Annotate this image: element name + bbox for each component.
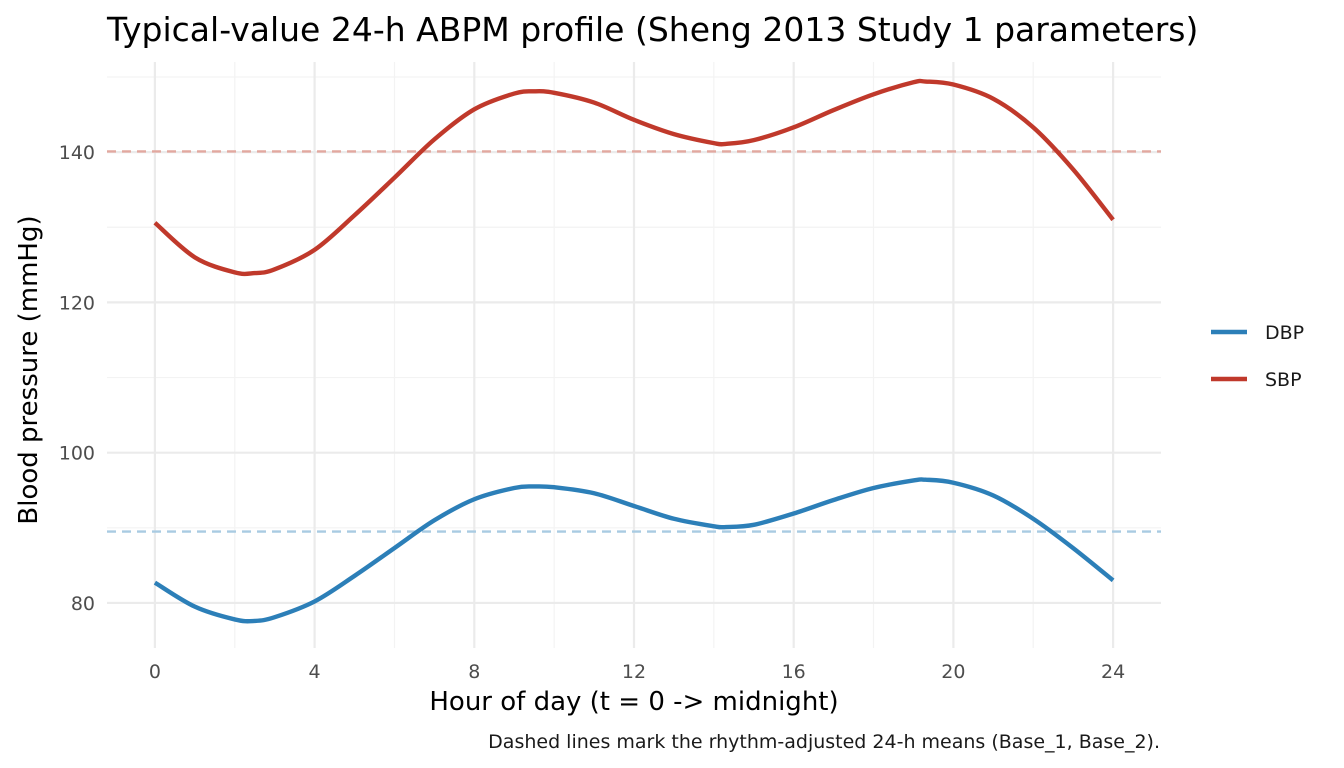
major-gridlines	[107, 62, 1161, 648]
x-tick-label: 4	[309, 661, 321, 683]
y-tick-label: 100	[59, 443, 95, 465]
chart-caption: Dashed lines mark the rhythm-adjusted 24…	[488, 731, 1160, 753]
x-tick-label: 24	[1101, 661, 1125, 683]
series-lines	[153, 78, 1115, 624]
y-tick-label: 140	[59, 142, 95, 164]
x-tick-labels: 0 4 8 12 16 20 24	[149, 661, 1125, 683]
y-axis-title: Blood pressure (mmHg)	[14, 215, 44, 524]
y-tick-label: 120	[59, 292, 95, 314]
x-tick-label: 20	[941, 661, 965, 683]
x-tick-label: 0	[149, 661, 161, 683]
series-line-dbp	[153, 477, 1115, 624]
x-tick-label: 8	[468, 661, 480, 683]
x-tick-label: 16	[782, 661, 806, 683]
x-axis-title: Hour of day (t = 0 -> midnight)	[429, 687, 838, 717]
y-tick-labels: 80 100 120 140	[59, 142, 95, 615]
series-line-sbp	[153, 78, 1115, 277]
reference-lines	[107, 150, 1161, 533]
x-tick-label: 12	[622, 661, 646, 683]
legend-label-dbp: DBP	[1265, 322, 1304, 344]
chart-title: Typical-value 24-h ABPM profile (Sheng 2…	[106, 10, 1198, 49]
y-tick-label: 80	[71, 593, 95, 615]
legend: DBP SBP	[1211, 322, 1304, 391]
legend-label-sbp: SBP	[1265, 369, 1302, 391]
